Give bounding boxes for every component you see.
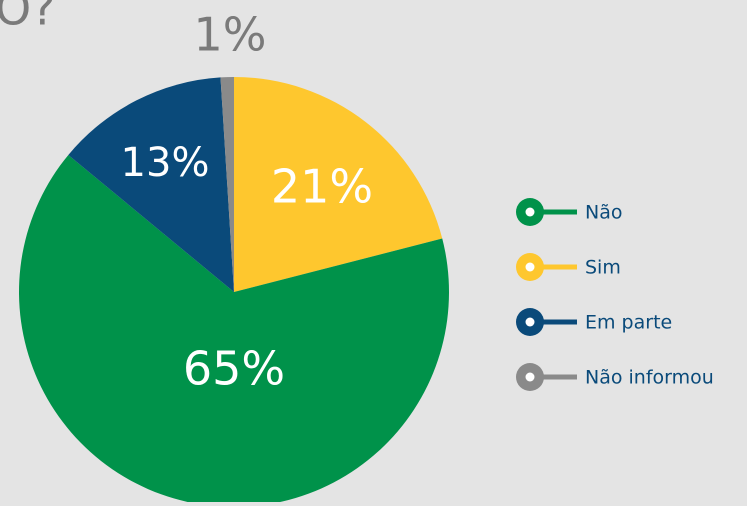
legend-label: Em parte	[585, 312, 672, 334]
legend-dot	[525, 207, 535, 217]
legend-dot	[525, 317, 535, 327]
data-label: 13%	[121, 140, 210, 186]
pie-slice	[234, 77, 443, 292]
chart-title: O?	[0, 0, 56, 36]
pie-slice	[19, 154, 449, 506]
data-label: 1%	[194, 8, 267, 62]
legend-label: Sim	[585, 257, 621, 279]
data-label: 65%	[183, 342, 285, 396]
legend-label: Não	[585, 202, 622, 224]
legend-label: Não informou	[585, 367, 714, 389]
legend-dot	[525, 262, 535, 272]
pie-slice	[220, 77, 234, 292]
legend-dot	[525, 372, 535, 382]
data-label: 21%	[271, 160, 373, 214]
pie-slice	[68, 77, 234, 292]
